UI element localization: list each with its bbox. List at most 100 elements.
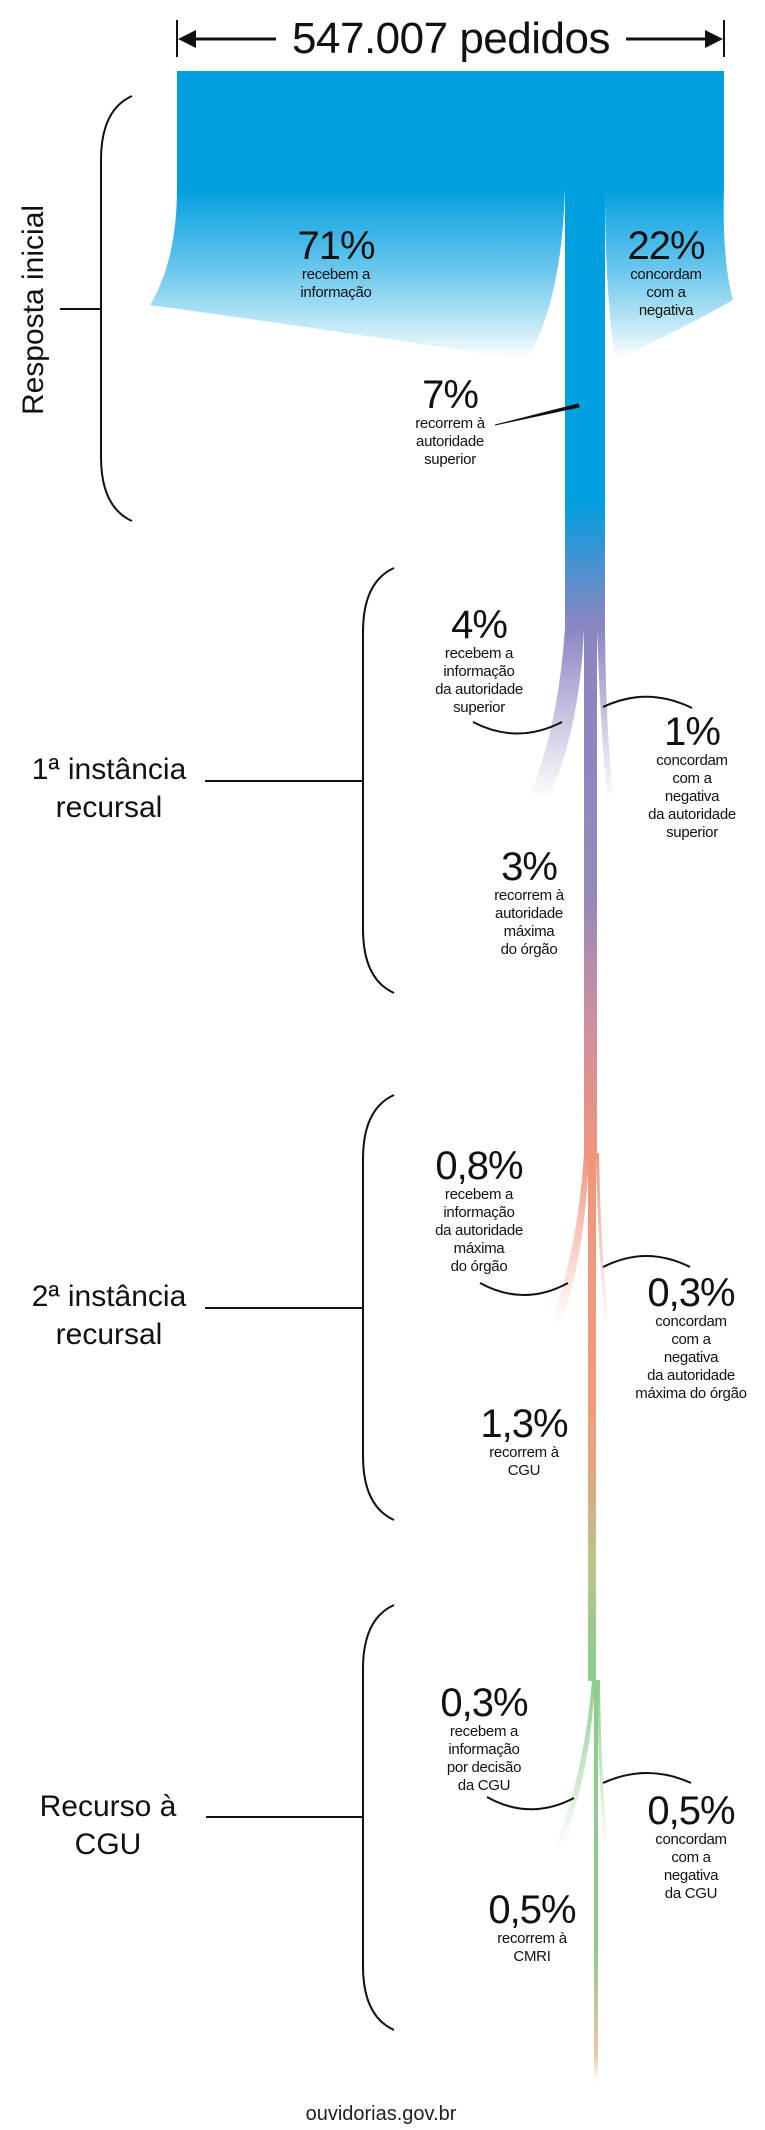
flow-description-line: com a (646, 284, 686, 301)
stage-line: 1ª instância (31, 753, 187, 786)
leader-line-7 (494, 403, 580, 426)
flow-03-cgu-info (554, 1680, 595, 1850)
flow-08-receive-info (550, 1153, 589, 1325)
flow-description-line: superior (424, 451, 476, 468)
flow-label: 0,3% recebem a informação por decisão da CGU (440, 1681, 528, 1795)
flow-description-line: máxima (503, 923, 555, 940)
flow-description-line: superior (666, 824, 718, 841)
flow-label: 0,5% recorrem à CMRI (488, 1888, 576, 1966)
flow-description-line: do órgão (500, 941, 558, 958)
flow-description-line: concordam (655, 1313, 727, 1330)
flow-description-line: máxima (453, 1240, 505, 1257)
flow-description-line: da autoridade (647, 1367, 735, 1384)
flow-description-line: CGU (507, 1462, 541, 1479)
flow-label: 0,5% concordam com a negativa da CGU (647, 1789, 735, 1903)
flow-description: recebem a informação (297, 266, 374, 302)
flow-label: 0,3% concordam com a negativa da autoridade m… (635, 1271, 747, 1403)
flow-description: concordam com a negativa da CGU (647, 1831, 734, 1903)
flow-label: 4% recebem a informação da autoridade superi… (435, 605, 523, 717)
flow-label: 22% concordam com a negativa (627, 224, 705, 320)
flow-label: 1% concordam com a negativa da autoridade sup… (648, 712, 736, 842)
flow-description: recorrem à CGU (480, 1444, 567, 1480)
stage-line: 2ª instância (31, 1280, 187, 1313)
flow-description-line: negativa (663, 1867, 719, 1884)
bracket-initial-response (100, 95, 133, 522)
flow-description: concordam com a negativa da autoridade máxim… (635, 1313, 747, 1403)
flow-percentage: 0,5% (488, 1888, 576, 1932)
flow-description-line: superior (453, 699, 505, 716)
flow-description-line: do órgão (450, 1258, 508, 1275)
stage-line: recursal (55, 1318, 163, 1351)
flow-percentage: 1,3% (480, 1402, 568, 1446)
flow-label: 3% recorrem à autoridade máxima do órgão (494, 847, 564, 959)
total-width-arrow (176, 20, 725, 57)
flow-description-line: concordam (656, 752, 728, 769)
flow-label: 7% recorrem à autoridade superior (415, 375, 485, 469)
flow-description-line: da autoridade (648, 806, 736, 823)
flow-percentage: 22% (627, 224, 705, 268)
flow-22-accept-denial (605, 188, 733, 360)
flow-description-line: informação (300, 284, 372, 301)
appeal-bar-2 (584, 627, 597, 1154)
flow-description-line: da CGU (457, 1777, 511, 1794)
bracket-cgu-appeal (362, 1604, 395, 2031)
flow-description: recorrem à autoridade superior (415, 415, 485, 469)
flow-4-receive-info (528, 628, 584, 800)
flow-03-accept-denial (596, 1153, 609, 1325)
flow-label: 71% recebem a informação (297, 224, 375, 302)
flow-description: concordam com a negativa (627, 266, 704, 320)
arc-03 (602, 1255, 691, 1268)
flow-description-line: informação (443, 663, 515, 680)
flow-description-line: recebem a (449, 1723, 519, 1740)
stage-line: CGU (74, 1828, 142, 1861)
flow-label: 0,8% recebem a informação da autoridade máxi… (435, 1146, 523, 1276)
flow-description-line: recorrem à (415, 415, 485, 432)
footer-source: ouvidorias.gov.br (305, 2103, 457, 2125)
flow-1-accept-denial (597, 628, 614, 800)
flow-description-line: da autoridade (435, 1222, 523, 1239)
flow-percentage: 0,3% (647, 1271, 735, 1315)
flow-percentage: 71% (297, 224, 375, 268)
flow-description: recebem a informação da autoridade máxima do… (435, 1186, 523, 1276)
bracket-first-appeal (362, 567, 395, 994)
flow-description-line: da CGU (664, 1885, 718, 1902)
flow-description-line: máxima do órgão (635, 1385, 747, 1402)
arc-4 (472, 721, 563, 735)
arc-03-cgu (486, 1796, 575, 1811)
flow-description-line: autoridade (495, 905, 563, 922)
stage-line: Recurso à (39, 1790, 177, 1823)
total-requests-bar (177, 71, 724, 189)
flow-description-line: com a (672, 770, 712, 787)
arc-05-cgu (602, 1772, 692, 1784)
flow-description-line: negativa (664, 788, 720, 805)
appeal-bar-4 (594, 1680, 598, 2082)
flow-description-line: recebem a (444, 1186, 514, 1203)
flow-percentage: 0,8% (435, 1144, 523, 1188)
flow-label: 1,3% recorrem à CGU (480, 1402, 568, 1480)
total-requests-title: 547.007 pedidos (292, 14, 610, 63)
flow-description: recorrem à CMRI (488, 1930, 575, 1966)
flow-percentage: 0,5% (647, 1789, 735, 1833)
flow-description-line: recorrem à (489, 1444, 559, 1461)
flow-description: recorrem à autoridade máxima do órgão (494, 887, 564, 959)
flow-description-line: por decisão (446, 1759, 522, 1776)
flow-description-line: concordam (630, 266, 702, 283)
arc-08 (479, 1282, 569, 1296)
flow-description-line: negativa (663, 1349, 719, 1366)
flow-description-line: concordam (655, 1831, 727, 1848)
flow-description: recebem a informação por decisão da CGU (440, 1723, 527, 1795)
flow-percentage: 7% (422, 373, 479, 417)
stage-line: recursal (55, 791, 163, 824)
flow-description-line: recorrem à (497, 1930, 567, 1947)
flow-description: recebem a informação da autoridade superior (435, 645, 523, 717)
arc-1 (602, 695, 693, 709)
flow-description-line: com a (671, 1331, 711, 1348)
flow-percentage: 0,3% (440, 1681, 528, 1725)
flow-description-line: recorrem à (494, 887, 564, 904)
flow-description-line: da autoridade (435, 681, 523, 698)
flow-71-receive-info (150, 188, 565, 360)
flow-description-line: recebem a (444, 645, 514, 662)
stage-second-appeal: 2ª instância recursal (32, 1278, 187, 1354)
flow-description-line: informação (448, 1741, 520, 1758)
flow-description-line: CMRI (513, 1948, 551, 1965)
